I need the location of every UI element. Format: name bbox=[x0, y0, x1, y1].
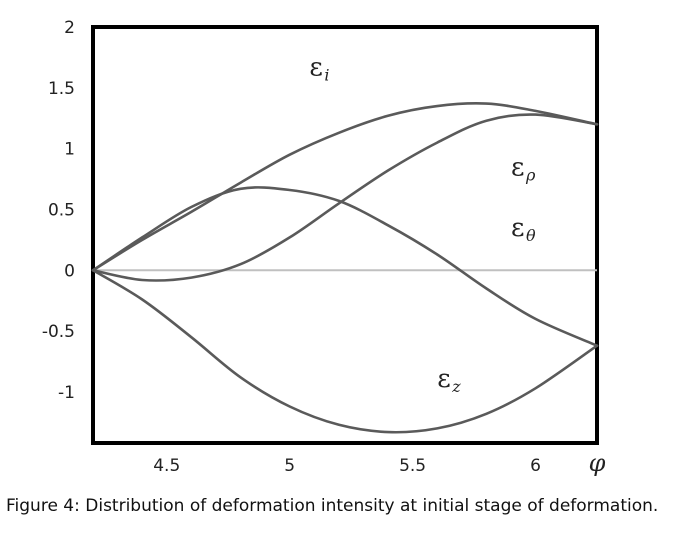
curve-label-symbol: ε bbox=[309, 53, 322, 83]
curve-label-subscript: i bbox=[324, 66, 329, 85]
plot-border bbox=[91, 25, 599, 445]
axis-ticks: 2 1.5 1 0.5 0 -0.5 -1 4.5 5 5.5 6 φ bbox=[42, 18, 606, 477]
series-group bbox=[91, 102, 599, 434]
y-tick-label: 1.5 bbox=[48, 79, 75, 99]
y-tick-label: 0 bbox=[64, 261, 75, 281]
y-tick-label: 0.5 bbox=[48, 200, 75, 220]
series-line-eps-rho bbox=[91, 113, 599, 282]
x-tick-label: 5.5 bbox=[399, 456, 426, 476]
curve-label-symbol: ε bbox=[511, 152, 524, 182]
y-tick-label: -0.5 bbox=[42, 322, 75, 342]
curve-label-subscript: ρ bbox=[525, 165, 536, 184]
x-axis-label: φ bbox=[589, 449, 606, 477]
x-tick-label: 4.5 bbox=[153, 456, 180, 476]
x-tick-label: 5 bbox=[284, 456, 295, 476]
figure-caption: Figure 4: Distribution of deformation in… bbox=[6, 496, 659, 516]
curve-label-subscript: z bbox=[451, 377, 461, 396]
curve-label-subscript: θ bbox=[526, 226, 536, 245]
x-tick-label: 6 bbox=[530, 456, 541, 476]
curve-label-symbol: ε bbox=[511, 213, 524, 243]
plot-frame bbox=[91, 25, 599, 445]
curve-label-symbol: ε bbox=[437, 364, 450, 394]
deformation-chart: 21.510.50-0.5-14.5 5 5.5 6 φ ε iε ρε θε z bbox=[42, 18, 606, 477]
y-tick-label: 2 bbox=[64, 18, 75, 38]
series-line-eps-theta bbox=[91, 186, 599, 347]
curve-labels: ε iε ρε θε z bbox=[309, 53, 536, 396]
y-tick-label: -1 bbox=[58, 383, 75, 403]
series-line-eps-i bbox=[91, 102, 599, 272]
series-line-eps-z bbox=[91, 269, 599, 434]
y-tick-label: 1 bbox=[64, 140, 75, 160]
